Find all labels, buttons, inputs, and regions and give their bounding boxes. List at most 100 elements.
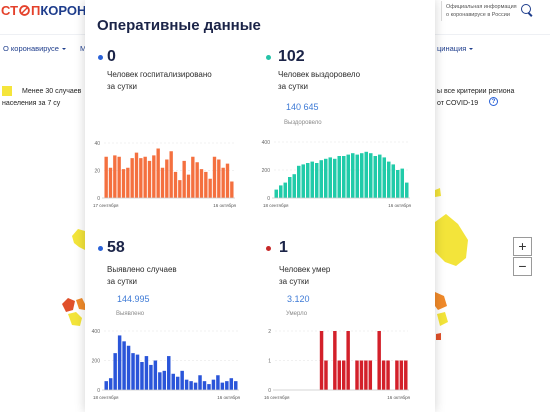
- chart-recovered: 0 200 400 18 сентября 16 октября: [262, 140, 412, 208]
- y-tick-label: 0: [267, 196, 270, 202]
- bar: [169, 151, 173, 198]
- bar: [319, 331, 324, 390]
- official-info-line1: Официальная информация: [446, 4, 517, 10]
- map-region[interactable]: [437, 312, 448, 326]
- bar: [149, 364, 153, 390]
- stat-deaths: 1 Человек умер за сутки 3.120 Умерло: [263, 238, 423, 328]
- bar: [182, 160, 186, 199]
- bar: [310, 161, 314, 198]
- bar: [195, 162, 199, 198]
- bar: [279, 185, 283, 198]
- bar: [158, 372, 162, 390]
- map-region[interactable]: [68, 312, 82, 326]
- bar: [221, 167, 225, 198]
- x-axis-start-label: 18 сентября: [263, 203, 289, 208]
- legend-text-line1: Менее 30 случаев: [22, 88, 82, 95]
- map-region[interactable]: [62, 298, 75, 312]
- bar: [173, 171, 178, 199]
- bar: [342, 156, 346, 198]
- bar: [147, 160, 152, 199]
- bar: [225, 163, 230, 199]
- nav-item-label: М: [80, 44, 87, 53]
- stat-value: 1: [279, 239, 288, 256]
- bar: [144, 356, 149, 390]
- bar: [351, 153, 355, 198]
- bar: [399, 360, 404, 390]
- y-tick-label: 40: [94, 141, 100, 147]
- bar: [333, 331, 337, 390]
- stat-label-line2: за сутки: [279, 277, 309, 286]
- bar: [382, 157, 387, 198]
- bar: [292, 174, 296, 198]
- panel-title: Оперативные данные: [97, 17, 261, 34]
- logo-text-part2: П: [31, 3, 41, 18]
- bar: [346, 331, 350, 390]
- search-icon[interactable]: [521, 4, 534, 17]
- bar: [324, 360, 328, 390]
- bar: [204, 171, 208, 199]
- bar: [333, 158, 337, 198]
- bar: [184, 379, 189, 390]
- bar: [377, 331, 381, 390]
- bar: [230, 181, 234, 198]
- nav-item-vaccination[interactable]: цинация: [437, 44, 474, 53]
- bar: [395, 360, 399, 390]
- bar: [396, 170, 400, 198]
- bar: [386, 360, 390, 390]
- bar: [167, 356, 171, 390]
- stat-value: 58: [107, 239, 125, 256]
- nav-item-about[interactable]: О коронавирусе: [3, 44, 66, 53]
- bar: [305, 163, 310, 198]
- map-region[interactable]: [436, 333, 441, 340]
- bar: [165, 159, 169, 198]
- bar: [117, 156, 121, 198]
- stat-label-line2: за сутки: [278, 82, 308, 91]
- bar: [387, 161, 391, 198]
- official-info[interactable]: Официальная информация о коронавирусе в …: [446, 3, 517, 19]
- x-axis-start-label: 17 сентября: [93, 203, 119, 208]
- stat-total-label: Умерло: [286, 311, 308, 317]
- official-info-line2: о коронавирусе в России: [446, 12, 510, 18]
- chart-deaths: 0 1 2 16 сентября 16 октября: [264, 329, 411, 400]
- chevron-down-icon: [469, 47, 474, 50]
- map-region[interactable]: [435, 292, 447, 310]
- bar: [121, 169, 126, 199]
- chart-cases: 0 200 400 18 сентября 16 октября: [92, 329, 241, 400]
- bar: [324, 158, 328, 198]
- nav-item-m[interactable]: М: [80, 44, 86, 53]
- bar: [139, 158, 143, 199]
- bar: [314, 163, 319, 198]
- stat-cases: 58 Выявлено случаев за сутки 144.995 Выя…: [95, 238, 255, 328]
- bar: [153, 360, 158, 390]
- bar: [319, 160, 323, 198]
- map-region[interactable]: [76, 298, 85, 310]
- criteria-text-line2: от COVID-19: [437, 100, 479, 107]
- bar: [368, 360, 373, 390]
- bar: [391, 164, 396, 198]
- map-region[interactable]: [435, 188, 441, 197]
- stat-label-line1: Человек выздоровело: [278, 70, 361, 79]
- zoom-out-button[interactable]: −: [513, 257, 532, 276]
- bar: [346, 154, 351, 198]
- bar: [337, 360, 342, 390]
- map-region[interactable]: [435, 214, 468, 266]
- stat-total: 144.995: [117, 294, 150, 304]
- header-divider: [441, 1, 442, 21]
- bar: [364, 360, 368, 390]
- bar: [130, 158, 134, 199]
- stat-total-label: Выздоровело: [284, 120, 322, 126]
- criteria-text-line1: ы все критерии региона: [437, 88, 515, 95]
- chart-hospitalized: 0 20 40 17 сентября 16 октября: [93, 141, 237, 208]
- bar: [405, 182, 409, 198]
- stop-circle-icon: [19, 5, 30, 16]
- zoom-in-button[interactable]: +: [513, 237, 532, 256]
- x-axis-end-label: 16 октября: [387, 395, 410, 400]
- map-region[interactable]: [72, 229, 85, 250]
- bar: [122, 341, 126, 390]
- bar: [191, 156, 195, 198]
- nav-item-label: цинация: [437, 44, 467, 53]
- bar: [369, 153, 373, 198]
- help-icon[interactable]: [489, 97, 498, 106]
- y-tick-label: 0: [97, 388, 100, 394]
